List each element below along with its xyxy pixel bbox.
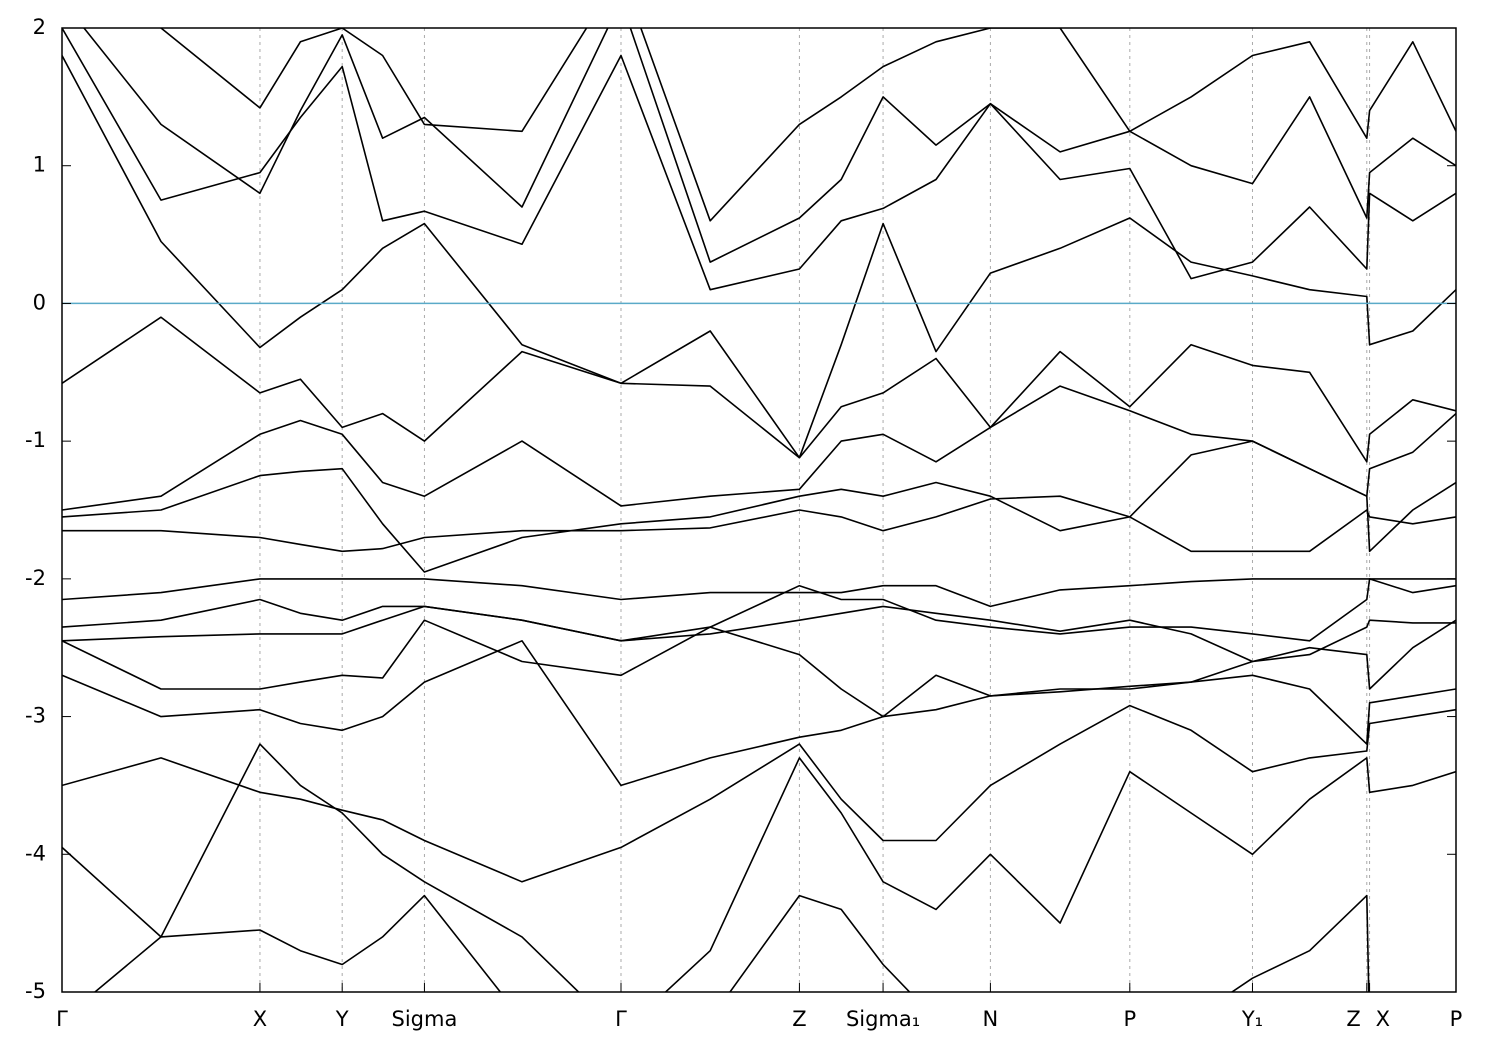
x-tick-label: Γ xyxy=(615,1007,627,1031)
y-tick-label: 2 xyxy=(33,15,46,39)
band-line xyxy=(62,640,1456,787)
x-tick-label: X xyxy=(253,1007,267,1031)
y-tick-label: 1 xyxy=(33,153,46,177)
y-tick-label: 0 xyxy=(33,290,46,314)
y-tick-label: -3 xyxy=(25,704,46,728)
band-line xyxy=(62,385,1456,511)
plot-frame xyxy=(61,27,1457,993)
y-tick-label: -5 xyxy=(25,979,46,1003)
x-tick-label: P xyxy=(1123,1007,1136,1031)
band-line xyxy=(62,28,1456,291)
band-line xyxy=(62,619,1456,718)
x-tick-label: Γ xyxy=(56,1007,68,1031)
band-line xyxy=(62,316,1456,463)
y-tick-label: -4 xyxy=(25,841,46,865)
x-tick-label: P xyxy=(1450,1007,1463,1031)
band-line xyxy=(62,704,1456,883)
x-tick-label: Y₁ xyxy=(1241,1007,1263,1031)
x-tick-label: Sigma xyxy=(392,1007,458,1031)
band-line xyxy=(62,578,1456,608)
band-line xyxy=(62,605,1456,663)
y-tick-label: -1 xyxy=(25,428,46,452)
band-line xyxy=(62,495,1456,553)
x-tick-label: N xyxy=(983,1007,999,1031)
band-line xyxy=(93,894,1370,992)
band-line xyxy=(62,55,1456,459)
band-line xyxy=(62,578,1456,642)
grid xyxy=(61,28,1457,992)
x-tick-label: Y xyxy=(335,1007,349,1031)
x-tick-label: Sigma₁ xyxy=(846,1007,920,1031)
y-tick-label: -2 xyxy=(25,566,46,590)
x-tick-label: Z xyxy=(1346,1007,1360,1031)
x-tick-label: X xyxy=(1376,1007,1390,1031)
band-line xyxy=(82,28,1456,263)
band-line xyxy=(62,743,1456,992)
x-tick-label: Z xyxy=(792,1007,806,1031)
band-line xyxy=(159,28,1456,222)
bands xyxy=(62,28,1456,992)
band-line xyxy=(62,440,1456,573)
